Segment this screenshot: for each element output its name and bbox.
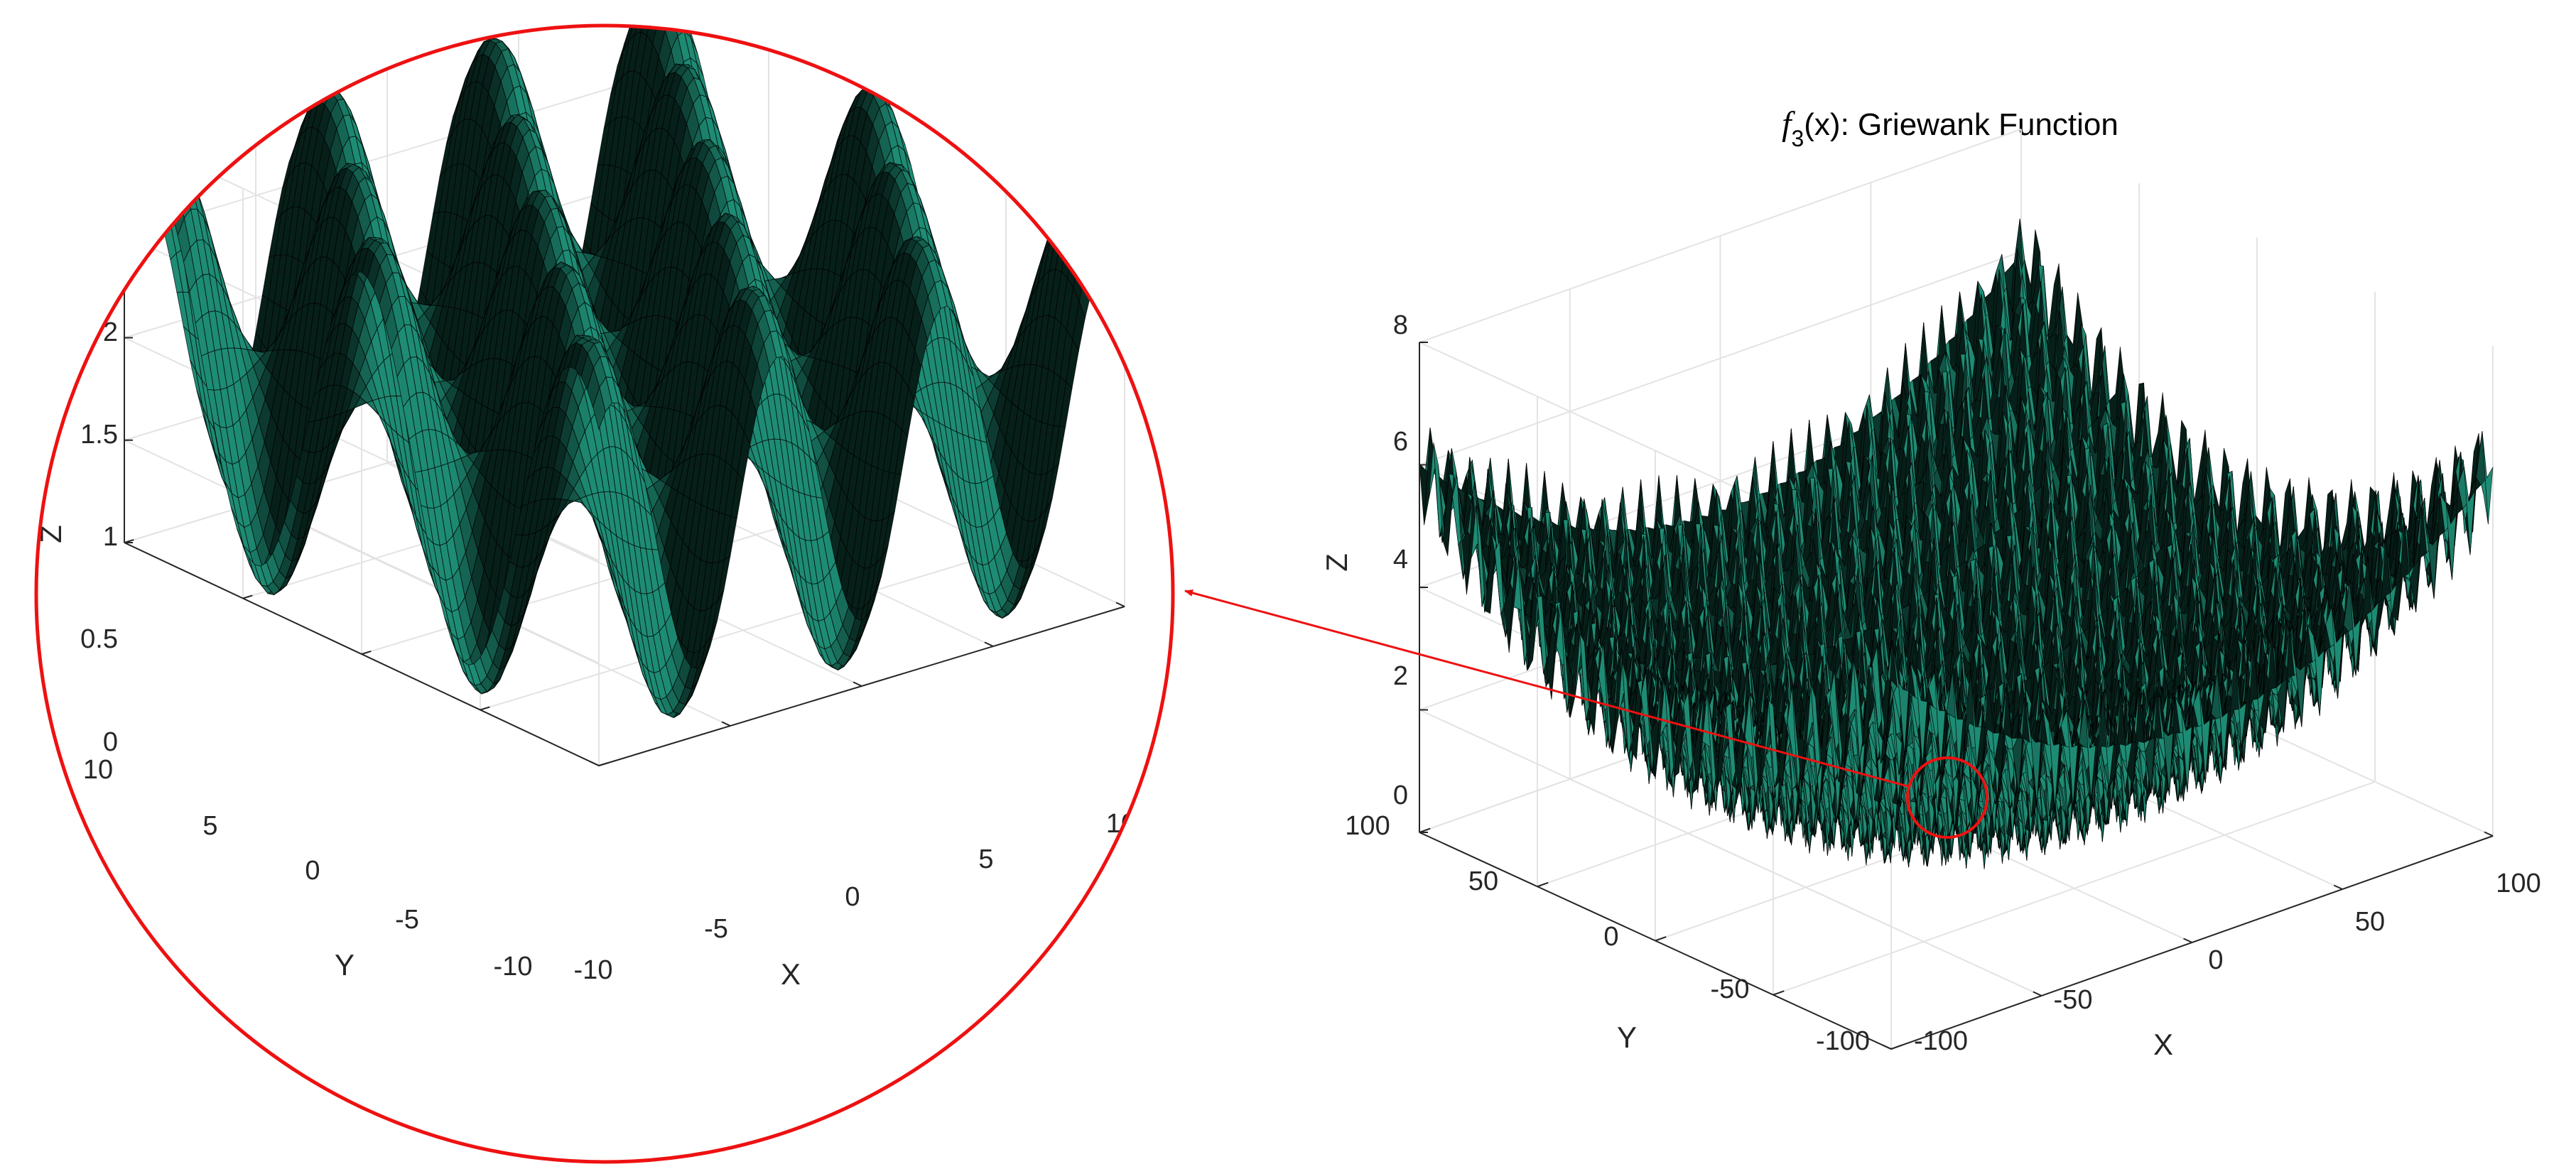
surface-patch — [160, 137, 175, 143]
surface-patch — [185, 161, 199, 194]
surface-patch — [172, 160, 185, 194]
surface-patch — [153, 146, 167, 181]
surface-patch — [159, 156, 173, 195]
surface-patch — [636, 0, 649, 14]
surface-patch — [142, 136, 156, 156]
surface-patch — [642, 0, 654, 6]
surface-mesh — [124, 0, 1125, 719]
surface-patch — [149, 144, 163, 172]
surface-patch — [129, 156, 144, 190]
surface-patch — [185, 158, 200, 196]
surface-patch — [654, 0, 666, 16]
surface-patch — [661, 0, 674, 11]
surface-patch — [162, 148, 175, 180]
surface-patch — [666, 0, 679, 2]
surface-patch — [136, 146, 149, 178]
zoomed-surface-plot: 0 0.5 1 1.5 2 10 5 0 -5 -10 -10 -5 0 5 1… — [36, 0, 1136, 991]
surface-patch — [153, 139, 168, 148]
surface-patch — [160, 142, 174, 158]
surface-patch — [136, 144, 150, 170]
surface-patch — [150, 169, 164, 207]
surface-patch — [629, 26, 643, 28]
surface-patch — [168, 172, 182, 212]
surface-patch — [156, 156, 170, 192]
surface-patch — [173, 146, 188, 175]
surface-patch — [666, 0, 678, 14]
surface-patch — [136, 159, 151, 180]
surface-patch — [147, 143, 161, 173]
surface-patch — [643, 0, 656, 15]
surface-patch — [144, 159, 157, 190]
surface-patch — [174, 170, 188, 207]
surface-patch — [165, 170, 179, 214]
surface-patch — [655, 0, 668, 18]
surface-patch — [637, 0, 649, 13]
surface-patch — [319, 87, 332, 91]
surface-patch — [166, 140, 181, 147]
surface-patch — [163, 178, 176, 220]
surface-patch — [180, 149, 193, 183]
surface-patch — [172, 145, 186, 163]
surface-patch — [153, 136, 169, 141]
surface-patch — [166, 144, 180, 173]
surface-patch — [628, 26, 642, 41]
surface-patch — [156, 189, 171, 232]
surface-patch — [659, 26, 673, 31]
surface-patch — [155, 135, 169, 158]
surface-patch — [673, 0, 686, 21]
surface-patch — [649, 0, 661, 1]
surface-patch — [178, 161, 193, 183]
surface-patch — [173, 140, 187, 159]
surface-patch — [130, 159, 144, 190]
surface-patch — [667, 0, 680, 12]
surface-patch — [167, 137, 181, 151]
surface-patch — [143, 144, 157, 161]
surface-patch — [673, 0, 686, 17]
surface-patch — [141, 143, 156, 171]
surface-patch — [161, 136, 175, 150]
surface-patch — [179, 146, 193, 174]
surface-patch — [148, 136, 163, 146]
surface-patch — [647, 0, 660, 6]
surface-patch — [148, 136, 162, 148]
surface-patch — [168, 146, 182, 174]
surface-patch — [124, 169, 138, 207]
